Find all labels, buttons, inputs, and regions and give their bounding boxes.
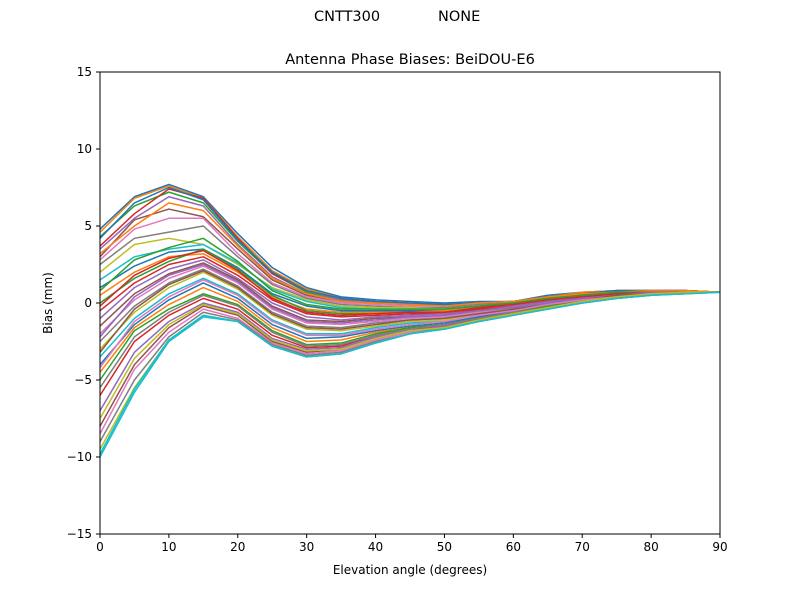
y-tick-label: 5 bbox=[84, 219, 92, 233]
y-tick-label: 15 bbox=[77, 65, 92, 79]
series-line-33 bbox=[99, 237, 720, 310]
series-line-40 bbox=[99, 291, 721, 455]
x-axis: 0 10 20 30 40 50 60 70 80 90 bbox=[96, 534, 728, 554]
x-tick-label: 0 bbox=[96, 540, 104, 554]
y-tick-label: −5 bbox=[74, 373, 92, 387]
y-tick-label: 10 bbox=[77, 142, 92, 156]
y-tick-label: 0 bbox=[84, 296, 92, 310]
x-tick-label: 40 bbox=[368, 540, 383, 554]
suptitle-radome: NONE bbox=[438, 9, 481, 25]
series-line-39 bbox=[99, 291, 720, 419]
y-tick-label: −10 bbox=[67, 450, 92, 464]
x-tick-label: 30 bbox=[299, 540, 314, 554]
series-layer bbox=[99, 183, 721, 458]
x-tick-label: 60 bbox=[506, 540, 521, 554]
x-tick-label: 20 bbox=[230, 540, 245, 554]
series-line-4 bbox=[99, 188, 721, 306]
x-tick-label: 80 bbox=[643, 540, 658, 554]
y-tick-label: −15 bbox=[67, 527, 92, 541]
series-line-36 bbox=[99, 269, 720, 353]
x-tick-label: 50 bbox=[437, 540, 452, 554]
y-axis-label: Bias (mm) bbox=[41, 272, 55, 334]
y-axis: −15 −10 −5 0 5 10 15 bbox=[67, 65, 100, 541]
x-axis-label: Elevation angle (degrees) bbox=[333, 563, 487, 577]
chart-title: Antenna Phase Biases: BeiDOU-E6 bbox=[285, 52, 535, 68]
series-line-34 bbox=[99, 249, 720, 317]
series-line-31 bbox=[99, 186, 721, 306]
x-tick-label: 90 bbox=[712, 540, 727, 554]
suptitle-station: CNTT300 bbox=[314, 9, 381, 25]
x-tick-label: 10 bbox=[161, 540, 176, 554]
x-tick-label: 70 bbox=[575, 540, 590, 554]
